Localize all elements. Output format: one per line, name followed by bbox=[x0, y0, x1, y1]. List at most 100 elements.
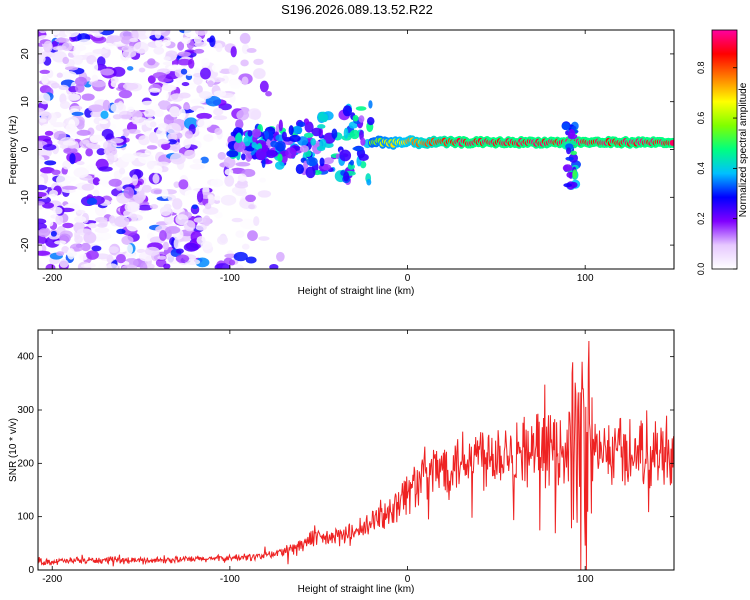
heat-cell bbox=[50, 230, 57, 237]
heat-cell bbox=[151, 165, 163, 174]
heat-cell bbox=[178, 108, 186, 120]
spectrogram-ylabel: Frequency (Hz) bbox=[8, 116, 19, 185]
heat-cell bbox=[80, 242, 91, 252]
heat-cell bbox=[211, 63, 222, 73]
colorbar-tick-label: 0.0 bbox=[696, 263, 706, 276]
heat-cell bbox=[58, 84, 69, 91]
heat-cell bbox=[190, 178, 204, 185]
heat-cell bbox=[66, 93, 81, 101]
colorbar-tick-label: 0.6 bbox=[696, 112, 706, 125]
heat-cell bbox=[321, 163, 331, 171]
heat-cell bbox=[200, 67, 211, 80]
heat-cell bbox=[103, 42, 115, 50]
heat-cell bbox=[87, 143, 101, 150]
heat-cell bbox=[144, 149, 153, 155]
heat-cell bbox=[38, 191, 47, 198]
heat-cell bbox=[196, 85, 203, 94]
heat-cell bbox=[98, 119, 109, 125]
heat-cell bbox=[188, 58, 195, 69]
colorbar-gradient bbox=[712, 30, 737, 269]
heat-cell bbox=[245, 146, 255, 152]
snr-ytick-label: 200 bbox=[17, 458, 34, 469]
heat-cell bbox=[86, 197, 98, 206]
heat-cell bbox=[64, 30, 80, 38]
heat-cell bbox=[311, 127, 322, 137]
heat-cell bbox=[184, 130, 194, 139]
heat-cell bbox=[44, 130, 54, 136]
heat-cell bbox=[93, 33, 104, 38]
heat-cell bbox=[289, 134, 301, 143]
heat-cell bbox=[343, 171, 350, 182]
heat-cell bbox=[358, 115, 365, 123]
heat-cell bbox=[323, 157, 334, 165]
heat-cell bbox=[248, 204, 256, 210]
heat-cell bbox=[230, 46, 237, 58]
heat-cell bbox=[184, 30, 196, 38]
heat-cell bbox=[83, 231, 97, 244]
snr-ytick-label: 400 bbox=[17, 352, 34, 363]
heat-cell bbox=[73, 44, 81, 56]
heat-cell bbox=[172, 198, 183, 210]
heat-cell bbox=[106, 263, 119, 269]
heat-cell bbox=[181, 82, 190, 87]
heat-cell bbox=[265, 149, 277, 159]
heat-cell bbox=[239, 32, 251, 44]
heat-cell bbox=[62, 160, 71, 170]
heat-cell bbox=[253, 216, 260, 227]
heat-cell bbox=[241, 243, 250, 250]
heat-cell bbox=[122, 49, 137, 58]
heat-cell bbox=[102, 99, 111, 111]
spectrogram-xtick-label: -200 bbox=[42, 273, 62, 284]
heat-cell bbox=[100, 110, 109, 119]
heat-cell bbox=[566, 147, 572, 155]
snr-frame bbox=[37, 329, 675, 571]
heat-cell bbox=[245, 152, 252, 162]
spectrogram-ytick-label: -10 bbox=[20, 190, 31, 205]
heat-cell bbox=[51, 169, 61, 175]
heat-cell bbox=[89, 134, 105, 142]
heat-cell bbox=[568, 128, 576, 139]
heat-cell bbox=[157, 255, 167, 260]
heat-cell bbox=[213, 90, 227, 97]
heat-cell bbox=[217, 235, 228, 245]
heat-cell bbox=[55, 214, 64, 225]
heat-cell bbox=[119, 167, 126, 175]
heat-cell bbox=[126, 219, 140, 232]
heat-cell bbox=[297, 121, 306, 128]
heat-cell bbox=[224, 168, 234, 176]
heat-cell bbox=[89, 30, 104, 34]
heat-cell bbox=[165, 226, 181, 234]
heat-cell bbox=[161, 90, 169, 101]
heat-cell bbox=[195, 257, 210, 268]
heat-cell bbox=[268, 131, 274, 141]
heat-cell bbox=[152, 72, 167, 79]
heat-cell bbox=[247, 108, 262, 120]
heat-cell bbox=[178, 179, 189, 190]
heat-cell bbox=[59, 100, 71, 110]
heat-cell bbox=[202, 215, 211, 227]
heat-cell bbox=[74, 76, 87, 87]
heat-cell bbox=[38, 30, 47, 34]
heat-cell bbox=[228, 64, 239, 75]
heat-cell bbox=[166, 139, 177, 145]
heat-cell bbox=[366, 178, 372, 186]
heat-cell bbox=[126, 243, 134, 255]
heat-cell bbox=[251, 128, 262, 138]
heat-cell bbox=[221, 75, 229, 84]
heat-cell bbox=[197, 118, 213, 129]
heat-cell bbox=[157, 100, 171, 110]
heat-cell bbox=[108, 178, 122, 187]
heat-cell bbox=[152, 173, 160, 184]
heat-cell bbox=[109, 123, 117, 130]
heat-cell bbox=[209, 35, 216, 48]
heat-cell bbox=[45, 263, 56, 269]
heat-cell bbox=[274, 161, 285, 170]
heat-cell bbox=[38, 184, 48, 191]
heat-cell bbox=[73, 55, 83, 61]
heat-cell bbox=[235, 162, 251, 167]
heat-cell bbox=[121, 153, 136, 163]
heat-cell bbox=[42, 202, 54, 209]
heat-cell bbox=[136, 248, 146, 254]
heat-cell bbox=[112, 129, 124, 137]
